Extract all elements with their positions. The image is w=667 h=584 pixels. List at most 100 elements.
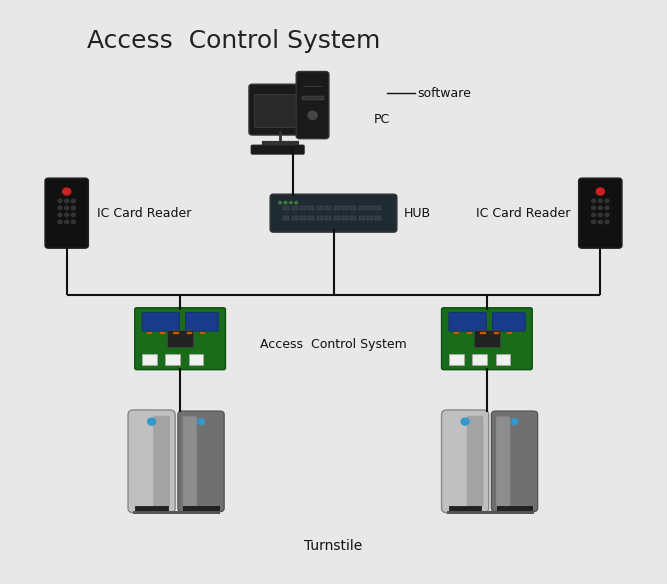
- Bar: [367, 206, 373, 210]
- Circle shape: [598, 199, 602, 203]
- Circle shape: [598, 213, 602, 217]
- FancyBboxPatch shape: [153, 416, 170, 507]
- Bar: [292, 216, 298, 220]
- FancyBboxPatch shape: [251, 145, 304, 154]
- Circle shape: [289, 201, 292, 204]
- FancyBboxPatch shape: [142, 312, 179, 331]
- Circle shape: [596, 188, 604, 195]
- Circle shape: [58, 213, 62, 217]
- Circle shape: [598, 206, 602, 210]
- FancyBboxPatch shape: [128, 410, 175, 513]
- Bar: [350, 206, 356, 210]
- Bar: [334, 206, 340, 210]
- Bar: [317, 206, 323, 210]
- FancyBboxPatch shape: [492, 312, 525, 331]
- FancyBboxPatch shape: [442, 308, 532, 370]
- Bar: [283, 216, 289, 220]
- Bar: [142, 354, 157, 365]
- Circle shape: [65, 220, 69, 224]
- FancyBboxPatch shape: [183, 416, 197, 506]
- Bar: [474, 330, 500, 347]
- Bar: [165, 354, 180, 365]
- Bar: [497, 506, 532, 513]
- Bar: [507, 332, 512, 334]
- Bar: [359, 206, 364, 210]
- Bar: [300, 216, 306, 220]
- Circle shape: [592, 220, 596, 224]
- Bar: [183, 506, 219, 513]
- Bar: [447, 511, 534, 514]
- Text: Access  Control System: Access Control System: [87, 29, 380, 53]
- Circle shape: [511, 419, 518, 425]
- Bar: [449, 354, 464, 365]
- Bar: [334, 216, 340, 220]
- Text: IC Card Reader: IC Card Reader: [476, 207, 570, 220]
- Circle shape: [71, 220, 75, 224]
- Text: HUB: HUB: [404, 207, 431, 220]
- Bar: [317, 216, 323, 220]
- Circle shape: [592, 199, 596, 203]
- Bar: [359, 216, 364, 220]
- Bar: [480, 332, 486, 334]
- Circle shape: [605, 213, 609, 217]
- FancyBboxPatch shape: [296, 72, 329, 139]
- FancyBboxPatch shape: [270, 194, 397, 232]
- Circle shape: [71, 199, 75, 203]
- FancyBboxPatch shape: [254, 95, 307, 127]
- Bar: [308, 216, 315, 220]
- Bar: [449, 506, 482, 513]
- FancyBboxPatch shape: [579, 178, 622, 248]
- Bar: [308, 206, 315, 210]
- Bar: [133, 511, 220, 514]
- FancyBboxPatch shape: [467, 416, 484, 507]
- Circle shape: [65, 213, 69, 217]
- Text: software: software: [417, 87, 471, 100]
- Bar: [301, 96, 323, 100]
- Bar: [454, 332, 459, 334]
- Bar: [160, 332, 165, 334]
- Bar: [167, 330, 193, 347]
- Circle shape: [605, 199, 609, 203]
- Bar: [292, 206, 298, 210]
- Bar: [367, 216, 373, 220]
- Bar: [350, 216, 356, 220]
- Circle shape: [284, 201, 287, 204]
- FancyBboxPatch shape: [442, 410, 489, 513]
- Circle shape: [71, 206, 75, 210]
- Bar: [135, 506, 168, 513]
- Circle shape: [71, 213, 75, 217]
- Circle shape: [592, 206, 596, 210]
- FancyBboxPatch shape: [135, 308, 225, 370]
- Bar: [187, 332, 192, 334]
- Bar: [342, 206, 348, 210]
- Circle shape: [58, 206, 62, 210]
- Bar: [189, 354, 203, 365]
- Circle shape: [598, 220, 602, 224]
- Circle shape: [279, 201, 281, 204]
- FancyBboxPatch shape: [178, 411, 224, 512]
- Circle shape: [605, 220, 609, 224]
- Circle shape: [295, 201, 297, 204]
- Circle shape: [461, 418, 469, 425]
- Circle shape: [197, 419, 204, 425]
- Bar: [325, 216, 331, 220]
- Circle shape: [65, 206, 69, 210]
- Bar: [472, 354, 487, 365]
- Bar: [147, 332, 152, 334]
- Bar: [283, 206, 289, 210]
- Circle shape: [605, 206, 609, 210]
- FancyBboxPatch shape: [496, 416, 510, 506]
- Bar: [375, 206, 382, 210]
- Circle shape: [592, 213, 596, 217]
- Text: IC Card Reader: IC Card Reader: [97, 207, 191, 220]
- FancyBboxPatch shape: [249, 84, 312, 135]
- Circle shape: [58, 220, 62, 224]
- Circle shape: [65, 199, 69, 203]
- FancyBboxPatch shape: [185, 312, 218, 331]
- Circle shape: [308, 111, 317, 120]
- Circle shape: [63, 188, 71, 195]
- Bar: [200, 332, 205, 334]
- FancyBboxPatch shape: [492, 411, 538, 512]
- Text: Turnstile: Turnstile: [304, 539, 363, 553]
- Text: PC: PC: [374, 113, 390, 126]
